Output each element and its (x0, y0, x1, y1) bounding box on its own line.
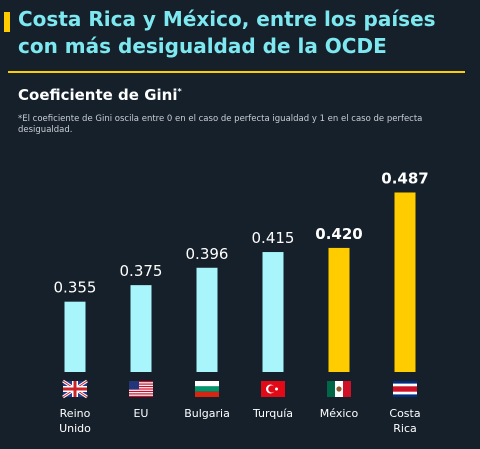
uk-flag-icon (62, 379, 88, 399)
title-accent-bar (4, 12, 10, 32)
value-label: 0.420 (315, 225, 362, 243)
costa-rica-flag-icon (393, 381, 417, 397)
category-label: EU (133, 407, 148, 420)
category-label: Unido (59, 422, 91, 435)
bar (64, 301, 86, 372)
footnote-mark: * (177, 87, 182, 96)
category-label: Turquía (252, 407, 293, 420)
value-label: 0.355 (54, 279, 97, 297)
value-label: 0.375 (120, 262, 163, 280)
category-label: Reino (60, 407, 91, 420)
bar (262, 252, 284, 372)
category-label: Bulgaria (184, 407, 230, 420)
value-label: 0.396 (186, 245, 229, 263)
value-label: 0.487 (381, 169, 428, 187)
footnote-text: *El coeficiente de Gini oscila entre 0 e… (18, 114, 423, 135)
bar (196, 267, 218, 372)
gini-bar-chart: 0.355 Reino Unido 0.375 EU 0.396 Bulgaria 0.415… (54, 169, 429, 435)
value-label: 0.415 (252, 229, 295, 247)
category-label: México (320, 407, 359, 420)
bar (394, 192, 416, 372)
chart-subtitle: Coeficiente de Gini* (18, 86, 182, 104)
category-label: Costa (389, 407, 420, 420)
title-divider (8, 71, 465, 73)
page-title: Costa Rica y México, entre los países co… (18, 7, 436, 58)
category-label: Rica (393, 422, 417, 435)
chart-subtitle-text: Coeficiente de Gini (18, 86, 178, 104)
bulgaria-flag-icon (195, 381, 219, 397)
turkey-flag-icon (261, 381, 285, 397)
bar (130, 285, 152, 372)
bar (328, 247, 350, 372)
usa-flag-icon (129, 381, 153, 397)
mexico-flag-icon (327, 381, 351, 397)
